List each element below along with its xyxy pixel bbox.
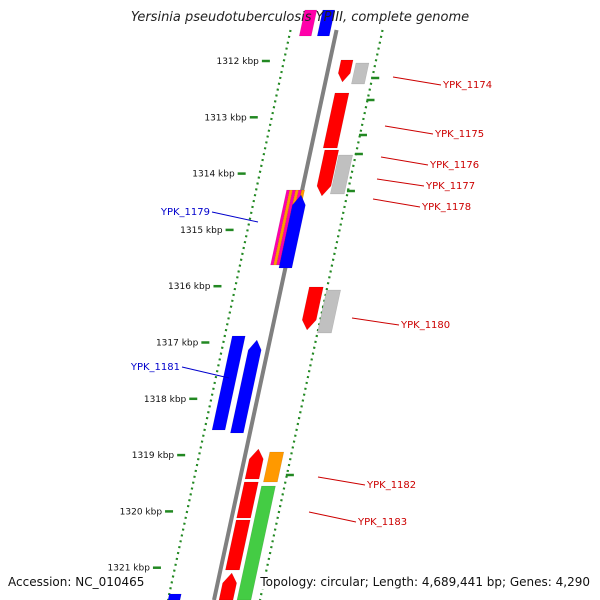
gene-ypk-1181-b[interactable] [230,339,262,434]
accession-text: Accession: NC_010465 [8,575,145,589]
label-leader-line [211,211,259,223]
outer-rail-right [258,29,384,600]
kbp-tick-label: 1315 kbp [180,226,223,236]
kbp-tick-label: 1312 kbp [216,57,259,67]
kbp-tick-label: 1318 kbp [144,395,187,405]
gene-bottom-red[interactable] [218,572,237,600]
label-leader-line [308,511,357,523]
gene-ypk-1183-green[interactable] [236,485,276,600]
gene-label[interactable]: YPK_1181 [130,362,180,373]
label-leader-line [372,198,421,208]
gene-ypk-1174-pseudo[interactable] [351,62,370,85]
gene-top-blue[interactable] [316,9,336,37]
gene-label[interactable]: YPK_1175 [434,129,484,140]
gene-ypk-1182-orange[interactable] [263,451,285,483]
gene-label[interactable]: YPK_1179 [160,207,210,218]
label-leader-line [380,156,429,166]
gene-top-magenta[interactable] [298,9,318,37]
kbp-tick-label: 1313 kbp [204,113,247,123]
gene-label[interactable]: YPK_1182 [366,480,416,491]
kbp-tick-label: 1321 kbp [108,564,151,574]
label-leader-line [181,366,230,379]
gene-label[interactable]: YPK_1180 [400,320,450,331]
gene-ypk-1179-blue[interactable] [278,194,306,269]
outer-rail-left [166,29,292,600]
gene-bottom-blue[interactable] [167,593,182,600]
gene-ypk-1183-a[interactable] [236,481,259,519]
kbp-tick-label: 1314 kbp [192,170,235,180]
gene-ypk-1181-a[interactable] [211,335,246,431]
label-leader-line [384,125,434,135]
kbp-tick-label: 1316 kbp [168,282,211,292]
gene-ypk-1175[interactable] [322,92,350,149]
kbp-tick-label: 1319 kbp [132,451,175,461]
gene-ypk-1182[interactable] [244,448,264,480]
gene-ypk-1180[interactable] [301,286,324,331]
genome-backbone [212,29,339,600]
gene-ypk-1176[interactable] [316,149,340,197]
gene-ypk-1174[interactable] [337,59,354,83]
kbp-tick-label: 1317 kbp [156,339,199,349]
gene-label[interactable]: YPK_1183 [357,517,407,528]
label-leader-line [392,76,442,86]
gene-label[interactable]: YPK_1177 [425,181,475,192]
gene-ypk-1177[interactable] [329,154,353,195]
gene-label[interactable]: YPK_1178 [421,202,471,213]
map-title: Yersinia pseudotuberculosis YPIII, compl… [130,10,470,25]
gene-label[interactable]: YPK_1176 [429,160,479,171]
label-leader-line [376,178,425,187]
gene-ypk-1180-pseudo[interactable] [317,289,341,334]
gene-ypk-1183-b[interactable] [225,519,251,571]
gene-label[interactable]: YPK_1174 [442,80,492,91]
genome-summary-text: Topology: circular; Length: 4,689,441 bp… [260,575,590,589]
kbp-tick-label: 1320 kbp [120,507,163,517]
label-leader-line [351,317,400,326]
label-leader-line [317,476,366,486]
